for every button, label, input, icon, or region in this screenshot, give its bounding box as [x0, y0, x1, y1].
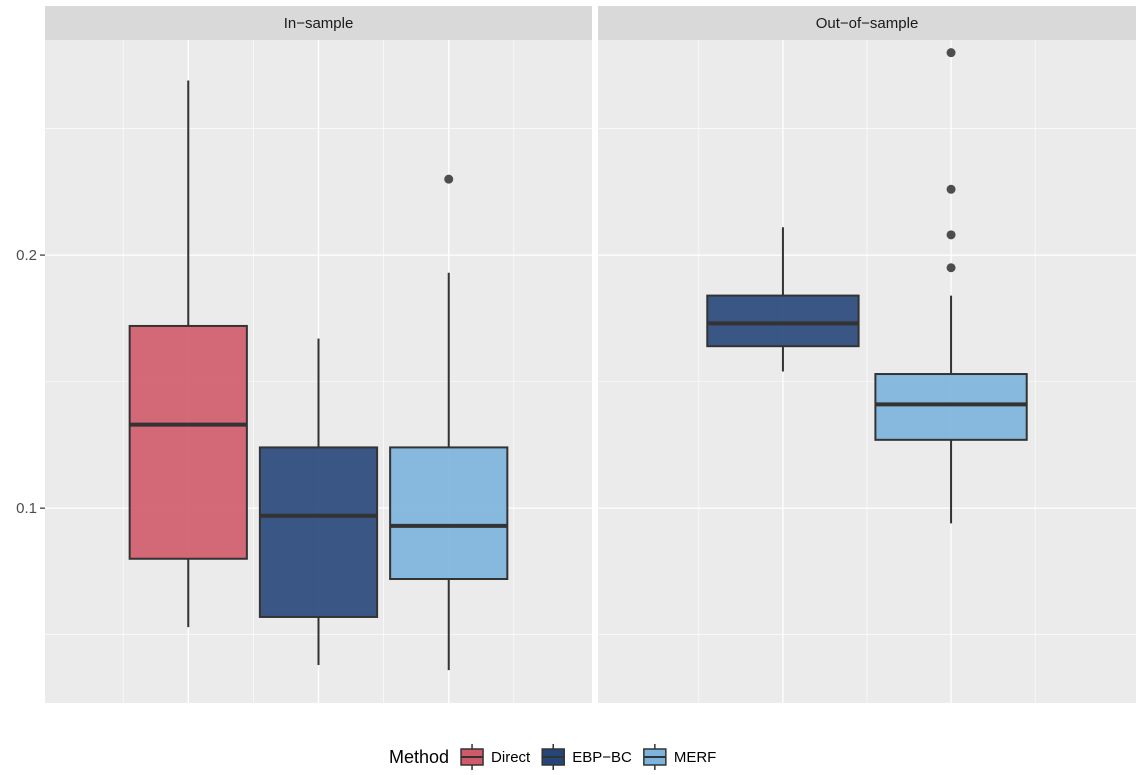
box	[128, 324, 248, 560]
facet-strip	[598, 6, 1136, 40]
outlier-point	[946, 184, 956, 194]
facet-strip-label: Out−of−sample	[816, 15, 919, 32]
outlier-point	[946, 230, 956, 240]
box	[389, 446, 509, 581]
box	[706, 294, 860, 348]
legend-label: Direct	[491, 749, 531, 766]
facet-strip	[45, 6, 592, 40]
box	[874, 373, 1028, 441]
legend-label: MERF	[674, 749, 717, 766]
facet-strip-label: In−sample	[284, 15, 354, 32]
box	[258, 446, 379, 618]
y-tick-label: 0.2	[16, 247, 37, 264]
y-tick-label: 0.1	[16, 500, 37, 517]
outlier-point	[444, 174, 454, 184]
legend-label: EBP−BC	[572, 749, 632, 766]
outlier-point	[946, 263, 956, 273]
outlier-point	[946, 48, 956, 58]
legend-title: Method	[389, 747, 449, 767]
